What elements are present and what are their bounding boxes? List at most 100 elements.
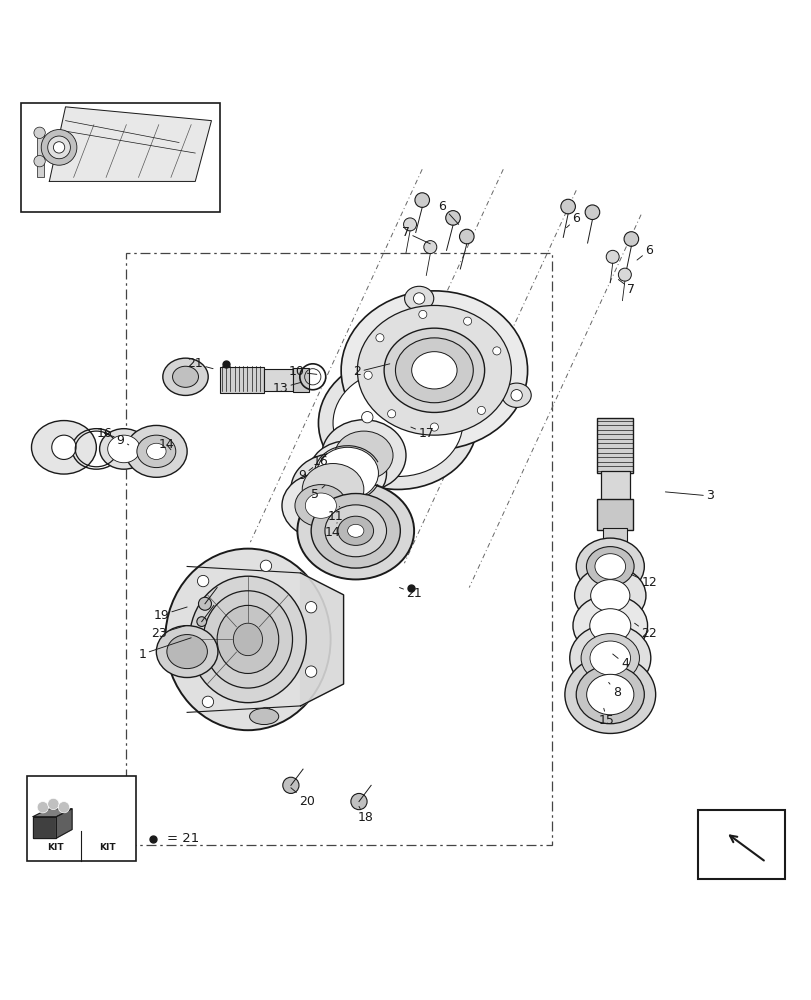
Text: 7: 7 [401,226,430,244]
Circle shape [197,575,208,587]
Bar [600,471,629,502]
Text: 17: 17 [410,427,434,440]
Ellipse shape [316,447,378,499]
Text: 2: 2 [353,364,389,378]
Ellipse shape [404,286,433,311]
Circle shape [282,777,298,793]
Ellipse shape [357,305,511,435]
Text: 3: 3 [664,489,713,502]
Polygon shape [300,573,343,706]
Circle shape [260,560,272,571]
Ellipse shape [249,708,278,725]
Circle shape [430,423,438,431]
Circle shape [463,317,471,325]
Ellipse shape [384,328,484,412]
Text: 14: 14 [324,523,341,539]
Circle shape [172,634,183,645]
Bar [21,103,219,212]
Ellipse shape [333,369,462,476]
Ellipse shape [297,482,414,579]
Ellipse shape [189,576,306,703]
Ellipse shape [302,464,363,515]
Text: 5: 5 [311,485,324,501]
Circle shape [585,205,599,220]
Ellipse shape [137,435,175,468]
Circle shape [196,617,206,626]
Circle shape [48,136,71,159]
Text: 15: 15 [599,708,614,727]
Text: 10: 10 [288,365,316,378]
Circle shape [198,597,211,610]
Text: 11: 11 [327,506,343,523]
Ellipse shape [305,493,336,518]
Circle shape [413,293,424,304]
Bar [37,133,44,177]
Ellipse shape [165,549,330,730]
Ellipse shape [321,420,406,491]
Text: 12: 12 [631,575,656,589]
Ellipse shape [337,516,373,545]
Text: 20: 20 [290,788,315,808]
Ellipse shape [100,429,148,469]
Ellipse shape [589,609,630,643]
Text: 23: 23 [151,626,185,640]
Circle shape [477,406,485,414]
Circle shape [34,155,45,167]
Ellipse shape [126,425,187,477]
Text: KIT: KIT [47,843,63,852]
Text: 18: 18 [357,806,373,824]
Bar [697,810,784,879]
Circle shape [260,707,272,719]
Text: 19: 19 [153,607,187,622]
Bar [597,499,633,530]
Ellipse shape [308,441,386,506]
Ellipse shape [157,626,217,678]
Text: 16: 16 [97,427,114,440]
Ellipse shape [586,547,633,586]
Circle shape [423,241,436,254]
Polygon shape [33,809,72,817]
Ellipse shape [281,473,359,538]
Circle shape [363,371,371,379]
Bar [264,369,292,391]
Circle shape [418,310,427,318]
Circle shape [560,199,575,214]
Circle shape [445,211,460,225]
Text: 9: 9 [117,434,129,447]
Circle shape [41,130,77,165]
Text: 7: 7 [618,280,634,296]
Bar [219,367,264,393]
Ellipse shape [574,566,645,625]
Text: 9: 9 [298,468,312,482]
Polygon shape [57,809,72,838]
Ellipse shape [324,505,386,557]
Ellipse shape [590,641,630,675]
Ellipse shape [233,623,262,656]
Circle shape [361,412,372,423]
Ellipse shape [290,454,375,525]
Circle shape [403,218,416,231]
Text: 21: 21 [399,587,422,600]
Circle shape [305,666,316,677]
Circle shape [510,390,521,401]
Bar [127,253,551,845]
Ellipse shape [576,538,643,595]
Ellipse shape [167,635,207,669]
Circle shape [375,334,384,342]
Circle shape [492,347,500,355]
Circle shape [459,229,474,244]
Text: 1: 1 [139,638,191,661]
Circle shape [387,410,395,418]
Ellipse shape [395,338,473,403]
Ellipse shape [352,405,381,429]
Bar [292,368,308,392]
Ellipse shape [311,494,400,568]
Circle shape [624,232,638,246]
Circle shape [48,798,59,810]
Bar [27,776,136,861]
Text: 6: 6 [637,244,652,260]
Text: 4: 4 [612,654,628,670]
Ellipse shape [581,634,639,683]
Text: 13: 13 [272,382,300,395]
Ellipse shape [569,624,650,692]
